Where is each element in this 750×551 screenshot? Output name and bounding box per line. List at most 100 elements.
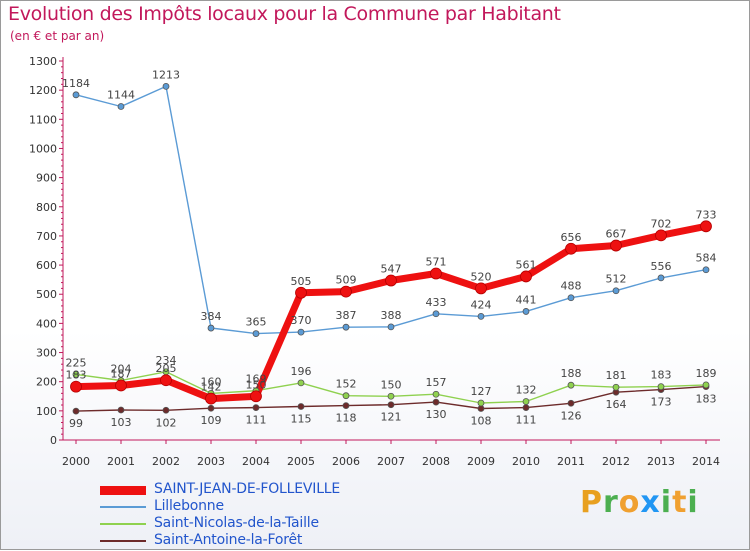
data-point bbox=[207, 324, 215, 332]
data-label: 196 bbox=[291, 365, 312, 378]
proxiti-logo: Proxiti bbox=[580, 485, 699, 520]
y-tick-label: 1300 bbox=[29, 55, 57, 68]
data-label: 388 bbox=[381, 309, 402, 322]
data-label: 365 bbox=[246, 316, 267, 329]
data-label: 1144 bbox=[107, 88, 135, 101]
data-point bbox=[477, 399, 485, 407]
data-point bbox=[252, 404, 260, 412]
data-point bbox=[702, 266, 710, 274]
data-label: 126 bbox=[561, 409, 582, 422]
data-point bbox=[612, 287, 620, 295]
data-label: 111 bbox=[246, 414, 267, 427]
data-label: 103 bbox=[111, 416, 132, 429]
data-point bbox=[385, 274, 397, 287]
data-label: 424 bbox=[471, 298, 492, 311]
x-tick-label: 2000 bbox=[62, 455, 90, 468]
series-line-1 bbox=[75, 85, 707, 335]
data-label: 132 bbox=[516, 384, 537, 397]
y-tick-label: 1200 bbox=[29, 84, 57, 97]
data-point bbox=[72, 91, 80, 99]
data-label: 111 bbox=[516, 414, 537, 427]
data-point bbox=[567, 381, 575, 389]
data-label: 183 bbox=[696, 393, 717, 406]
data-point bbox=[522, 398, 530, 405]
data-point bbox=[702, 381, 710, 389]
x-tick-label: 2003 bbox=[197, 455, 225, 468]
data-label: 433 bbox=[426, 296, 447, 309]
data-point bbox=[115, 379, 127, 392]
data-point bbox=[205, 392, 217, 405]
data-point bbox=[522, 404, 530, 412]
data-point bbox=[342, 323, 350, 331]
data-point bbox=[160, 374, 172, 387]
data-label: 656 bbox=[561, 231, 582, 244]
y-tick-label: 600 bbox=[36, 259, 57, 272]
x-tick-label: 2004 bbox=[242, 455, 270, 468]
data-point bbox=[162, 406, 170, 414]
y-tick-label: 800 bbox=[36, 201, 57, 214]
data-label: 520 bbox=[471, 270, 492, 283]
legend-label: SAINT-JEAN-DE-FOLLEVILLE bbox=[154, 481, 341, 497]
data-label: 556 bbox=[651, 260, 672, 273]
data-point bbox=[162, 82, 170, 90]
data-label: 1213 bbox=[152, 68, 180, 81]
data-label: 1184 bbox=[62, 77, 90, 90]
x-tick-label: 2011 bbox=[557, 455, 585, 468]
data-label: 370 bbox=[291, 314, 312, 327]
x-tick-label: 2008 bbox=[422, 455, 450, 468]
data-point bbox=[567, 294, 575, 302]
logo-letter: P bbox=[580, 485, 603, 520]
data-point bbox=[387, 401, 395, 409]
data-label: 509 bbox=[336, 274, 357, 287]
data-point bbox=[432, 398, 440, 406]
y-tick-label: 0 bbox=[50, 434, 57, 447]
data-label: 441 bbox=[516, 293, 537, 306]
x-tick-label: 2012 bbox=[602, 455, 630, 468]
data-point bbox=[610, 239, 622, 252]
data-label: 181 bbox=[606, 369, 627, 382]
y-tick-label: 1100 bbox=[29, 113, 57, 126]
data-label: 584 bbox=[696, 252, 717, 265]
legend-swatch bbox=[100, 523, 146, 525]
data-point bbox=[567, 399, 575, 407]
data-point bbox=[297, 379, 305, 387]
x-tick-label: 2014 bbox=[692, 455, 720, 468]
data-label: 505 bbox=[291, 275, 312, 288]
data-label: 702 bbox=[651, 217, 672, 230]
data-point bbox=[342, 392, 350, 400]
data-point bbox=[430, 267, 442, 280]
chart-subtitle: (en € et par an) bbox=[10, 29, 105, 43]
legend-label: Lillebonne bbox=[154, 498, 224, 514]
x-tick-label: 2013 bbox=[647, 455, 675, 468]
data-label: 152 bbox=[336, 378, 357, 391]
y-tick-label: 100 bbox=[36, 405, 57, 418]
data-label: 164 bbox=[606, 398, 627, 411]
data-label: 108 bbox=[471, 415, 492, 428]
y-tick-label: 1000 bbox=[29, 142, 57, 155]
data-label: 667 bbox=[606, 228, 627, 241]
data-point bbox=[475, 282, 487, 295]
legend-swatch bbox=[100, 540, 146, 542]
data-point bbox=[207, 404, 215, 412]
data-point bbox=[432, 390, 440, 398]
data-label: 225 bbox=[66, 356, 87, 369]
chart-title: Evolution des Impôts locaux pour la Comm… bbox=[8, 3, 561, 25]
data-point bbox=[612, 383, 620, 391]
data-point bbox=[250, 390, 262, 403]
data-point bbox=[387, 392, 395, 400]
x-tick-label: 2009 bbox=[467, 455, 495, 468]
data-point bbox=[522, 308, 530, 315]
y-tick-label: 400 bbox=[36, 317, 57, 330]
data-label: 384 bbox=[201, 310, 222, 323]
data-label: 561 bbox=[516, 258, 537, 271]
data-point bbox=[477, 405, 485, 412]
x-tick-label: 2010 bbox=[512, 455, 540, 468]
data-label: 234 bbox=[156, 354, 177, 367]
data-label: 99 bbox=[69, 417, 83, 430]
data-point bbox=[655, 229, 667, 242]
data-label: 183 bbox=[651, 369, 672, 382]
data-label: 130 bbox=[426, 408, 447, 421]
data-label: 118 bbox=[336, 412, 357, 425]
